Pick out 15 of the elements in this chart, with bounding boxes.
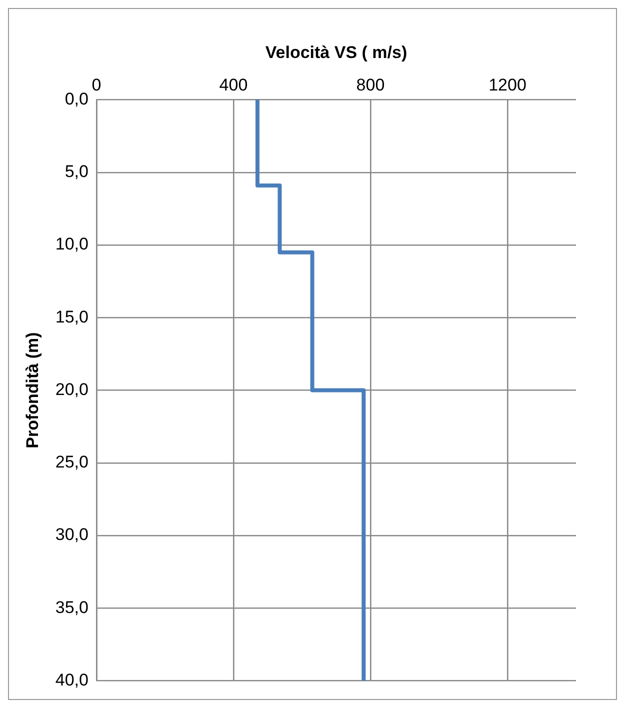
y-tick-label: 5,0 (64, 162, 88, 182)
x-tick-label: 0 (92, 75, 102, 94)
y-tick-label: 20,0 (55, 380, 88, 399)
x-tick-label: 800 (356, 75, 385, 94)
y-axis-title: Profondità (m) (22, 332, 42, 448)
y-tick-label: 30,0 (55, 525, 88, 544)
y-tick-label: 0,0 (64, 89, 88, 108)
y-tick-label: 15,0 (55, 307, 88, 326)
y-tick-label: 25,0 (55, 452, 88, 472)
x-tick-label: 1200 (488, 75, 526, 94)
y-tick-label: 10,0 (55, 234, 88, 254)
y-tick-label: 35,0 (55, 598, 88, 617)
y-tick-label: 40,0 (55, 670, 88, 690)
x-tick-label: 400 (219, 75, 248, 94)
x-axis-title: Velocità VS ( m/s) (265, 42, 408, 62)
